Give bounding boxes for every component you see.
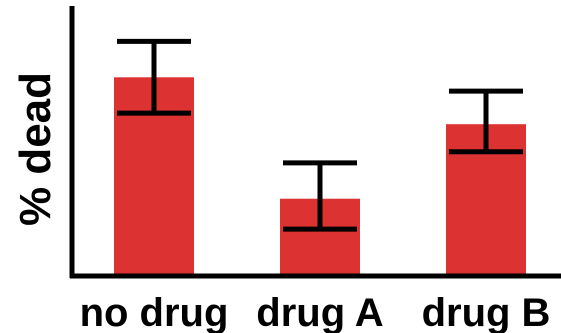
error-bar-no-drug	[117, 38, 191, 116]
category-label-drug-b: drug B	[422, 291, 551, 333]
error-bars-layer	[117, 38, 523, 232]
error-bar-drug-a	[283, 160, 357, 232]
y-axis-label: % dead	[11, 72, 60, 226]
category-label-drug-a: drug A	[256, 291, 383, 333]
category-labels: no drug drug A drug B	[80, 291, 551, 333]
category-label-no-drug: no drug	[80, 291, 229, 333]
error-bar-drug-b	[449, 88, 523, 155]
